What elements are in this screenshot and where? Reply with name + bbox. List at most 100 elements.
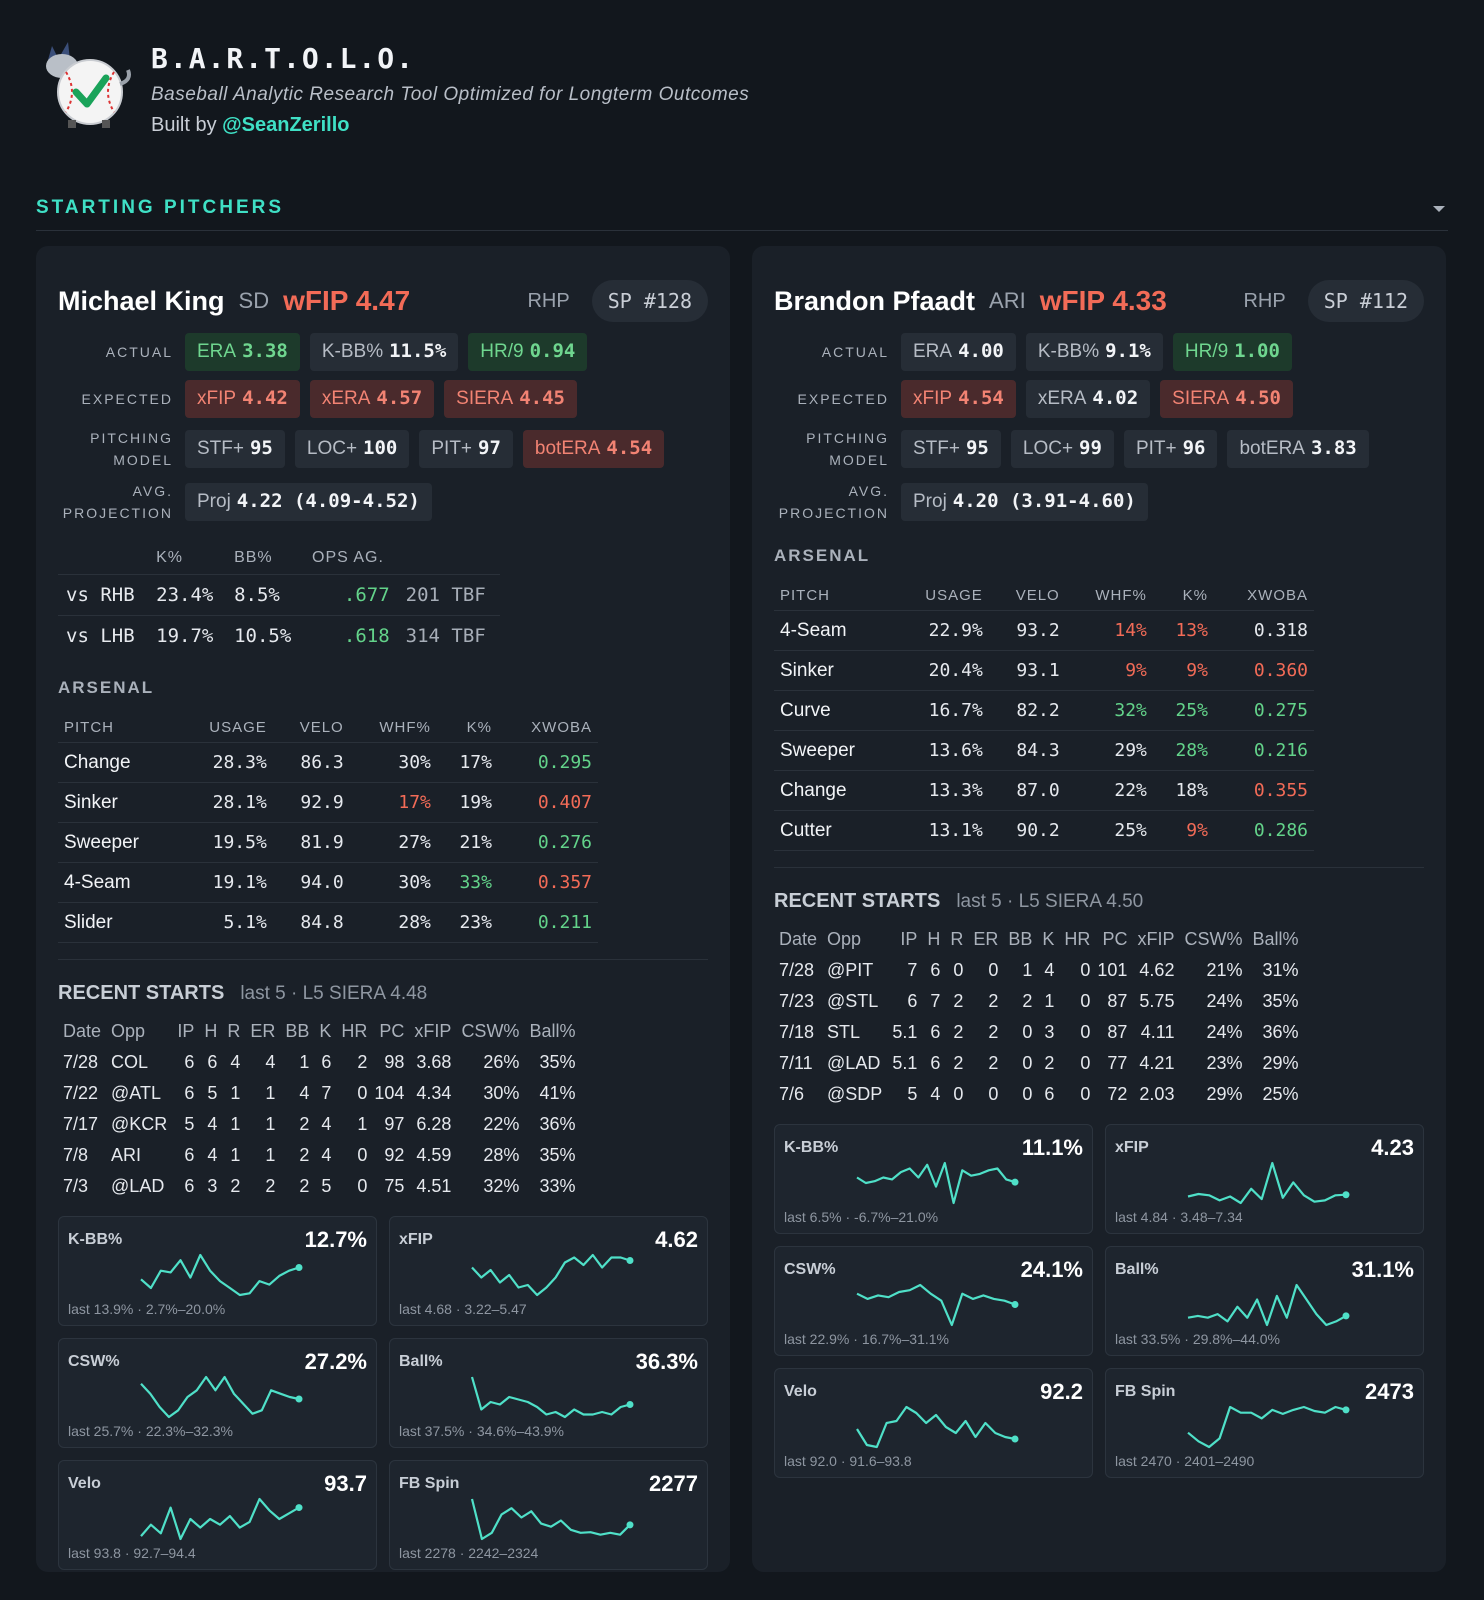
chip-name: xERA	[321, 388, 371, 409]
recent-col: H	[927, 928, 941, 949]
trend-note: last 2470 · 2401–2490	[1115, 1453, 1255, 1469]
arsenal-cell: Cutter	[774, 810, 894, 851]
recent-cell: 7/6	[779, 1084, 805, 1104]
recent-cell: 6	[184, 1052, 195, 1072]
trend-value: 12.7%	[304, 1227, 367, 1252]
recent-cell: @STL	[827, 991, 879, 1011]
sparkline	[140, 1375, 303, 1419]
recent-table: Date Opp IP H R ER BB K HR PC xFIP CSW% Ball% 7/28 @PI…	[774, 923, 1304, 1110]
recent-cell: 35%	[1262, 991, 1299, 1011]
recent-col: R	[227, 1020, 241, 1041]
splits-cell: 23.4%	[148, 574, 227, 616]
arsenal-col: XWOBA	[497, 712, 598, 743]
arsenal-row: Sweeper 19.5% 81.9 27% 21% 0.276	[58, 822, 598, 863]
collapse-toggle[interactable]	[1432, 204, 1446, 214]
trend-value: 2277	[649, 1471, 698, 1496]
chip-name: xFIP	[197, 388, 237, 409]
recent-cell: 7/22	[63, 1083, 99, 1103]
splits-cell: vs LHB	[58, 615, 149, 656]
recent-col: Date	[779, 928, 818, 949]
splits-row: vs RHB 23.4% 8.5% .677 201 TBF	[58, 574, 500, 616]
recent-cell: 6	[207, 1052, 218, 1072]
recent-cell: 6	[321, 1052, 332, 1072]
recent-cell: 7/28	[779, 960, 815, 980]
trend-label: K-BB%	[68, 1231, 123, 1248]
recent-cell: 87	[1107, 991, 1128, 1011]
recent-row: 7/22 @ATL 6 5 1 1 4 7 0 104 4.34 30% 41%	[58, 1078, 580, 1109]
recent-col: PC	[1102, 928, 1128, 949]
arsenal-col: PITCH	[58, 712, 178, 743]
recent-title: RECENT STARTS last 5 · L5 SIERA 4.48	[58, 982, 708, 1005]
recent-cell: 32%	[483, 1176, 520, 1196]
recent-cell: 26%	[483, 1052, 520, 1072]
metric-chip: botERA 3.83	[1227, 430, 1369, 468]
arsenal-cell: 17%	[436, 742, 498, 783]
recent-cell: 2	[953, 991, 964, 1011]
trend-label: Velo	[68, 1475, 101, 1492]
trend-card: xFIP 4.23 last 4.84 · 3.48–7.34	[1105, 1124, 1424, 1234]
author-handle[interactable]: @SeanZerillo	[222, 114, 350, 136]
arsenal-cell: 0.360	[1213, 650, 1314, 691]
metric-chip: PIT+ 97	[419, 430, 513, 468]
team: SD	[238, 288, 270, 313]
sparkline	[140, 1253, 303, 1297]
recent-col: IP	[177, 1020, 195, 1041]
arsenal-cell: 13%	[1152, 610, 1214, 651]
arsenal-header: PITCH USAGE VELO WHF% K% XWOBA	[58, 712, 598, 743]
metric-row: EXPECTED xFIP 4.54 xERA 4.02 SIERA 4.50	[774, 380, 1424, 418]
sparkline	[1187, 1283, 1350, 1327]
arsenal-cell: Sweeper	[58, 822, 178, 863]
arsenal-title: ARSENAL	[774, 546, 871, 565]
arsenal-cell: 84.3	[988, 730, 1066, 771]
sparkline-line	[470, 1498, 631, 1541]
card-header: Brandon Pfaadt ARI wFIP 4.33 RHP SP #112	[774, 278, 1424, 324]
chip-name: botERA	[1239, 438, 1305, 459]
chip-name: STF+	[197, 438, 244, 459]
blank	[398, 542, 500, 575]
arsenal-col: USAGE	[177, 712, 273, 743]
recent-cell: 5	[207, 1083, 218, 1103]
recent-row: 7/18 STL 5.1 6 2 2 0 3 0 87 4.11 24% 36%	[774, 1017, 1304, 1048]
trend-note: last 33.5% · 29.8%–44.0%	[1115, 1331, 1280, 1347]
recent-cell: @SDP	[827, 1084, 883, 1104]
arsenal-cell: 19.5%	[177, 822, 273, 863]
rank: #128	[643, 289, 692, 313]
recent-cell: 5.75	[1139, 991, 1175, 1011]
recent-cell: 6	[184, 1083, 195, 1103]
recent-cell: 2	[953, 1053, 964, 1073]
metric-chip: SIERA 4.50	[1160, 380, 1293, 418]
recent-cell: 2	[357, 1052, 368, 1072]
arsenal-col: XWOBA	[1213, 580, 1314, 611]
recent-note: last 5 · L5 SIERA 4.50	[956, 891, 1144, 912]
wfip-label: wFIP	[1039, 285, 1105, 316]
chip-name: K-BB%	[321, 341, 384, 362]
recent-cell: 6	[907, 991, 918, 1011]
recent-cell: 3.68	[416, 1052, 452, 1072]
recent-cell: 7/3	[63, 1176, 89, 1196]
splits-cell: 10.5%	[226, 615, 305, 656]
recent-cell: 6.28	[416, 1114, 452, 1134]
arsenal-table: PITCH USAGE VELO WHF% K% XWOBA 4-Seam 22.9% 93.2…	[774, 580, 1314, 851]
metric-chip: LOC+ 99	[1010, 430, 1114, 468]
trend-grid: K-BB% 11.1% last 6.5% · -6.7%–21.0% xFIP 4.2…	[774, 1124, 1424, 1478]
chip-name: PIT+	[1135, 438, 1177, 459]
chip-value: 95	[965, 437, 989, 459]
chip-name: LOC+	[306, 438, 358, 459]
chip-name: PIT+	[431, 438, 473, 459]
arsenal-col: K%	[1152, 580, 1214, 611]
splits-cell: vs RHB	[58, 574, 149, 616]
trend-value: 4.62	[655, 1227, 698, 1252]
recent-cell: 2	[299, 1114, 310, 1134]
pitcher-card: Brandon Pfaadt ARI wFIP 4.33 RHP SP #112 ACTU…	[752, 246, 1446, 1572]
arsenal-row: 4-Seam 19.1% 94.0 30% 33% 0.357	[58, 862, 598, 903]
recent-cell: 0	[1022, 1053, 1033, 1073]
app-subtitle: Baseball Analytic Research Tool Optimize…	[151, 84, 750, 105]
recent-cell: 2	[1044, 1053, 1055, 1073]
recent-cell: 0	[1080, 1084, 1091, 1104]
section-title: STARTING PITCHERS	[36, 197, 285, 218]
recent-col: R	[950, 928, 964, 949]
recent-cell: 97	[384, 1114, 405, 1134]
arsenal-row: 4-Seam 22.9% 93.2 14% 13% 0.318	[774, 610, 1314, 651]
recent-cell: 0	[1080, 960, 1091, 980]
recent-cell: 7	[930, 991, 941, 1011]
